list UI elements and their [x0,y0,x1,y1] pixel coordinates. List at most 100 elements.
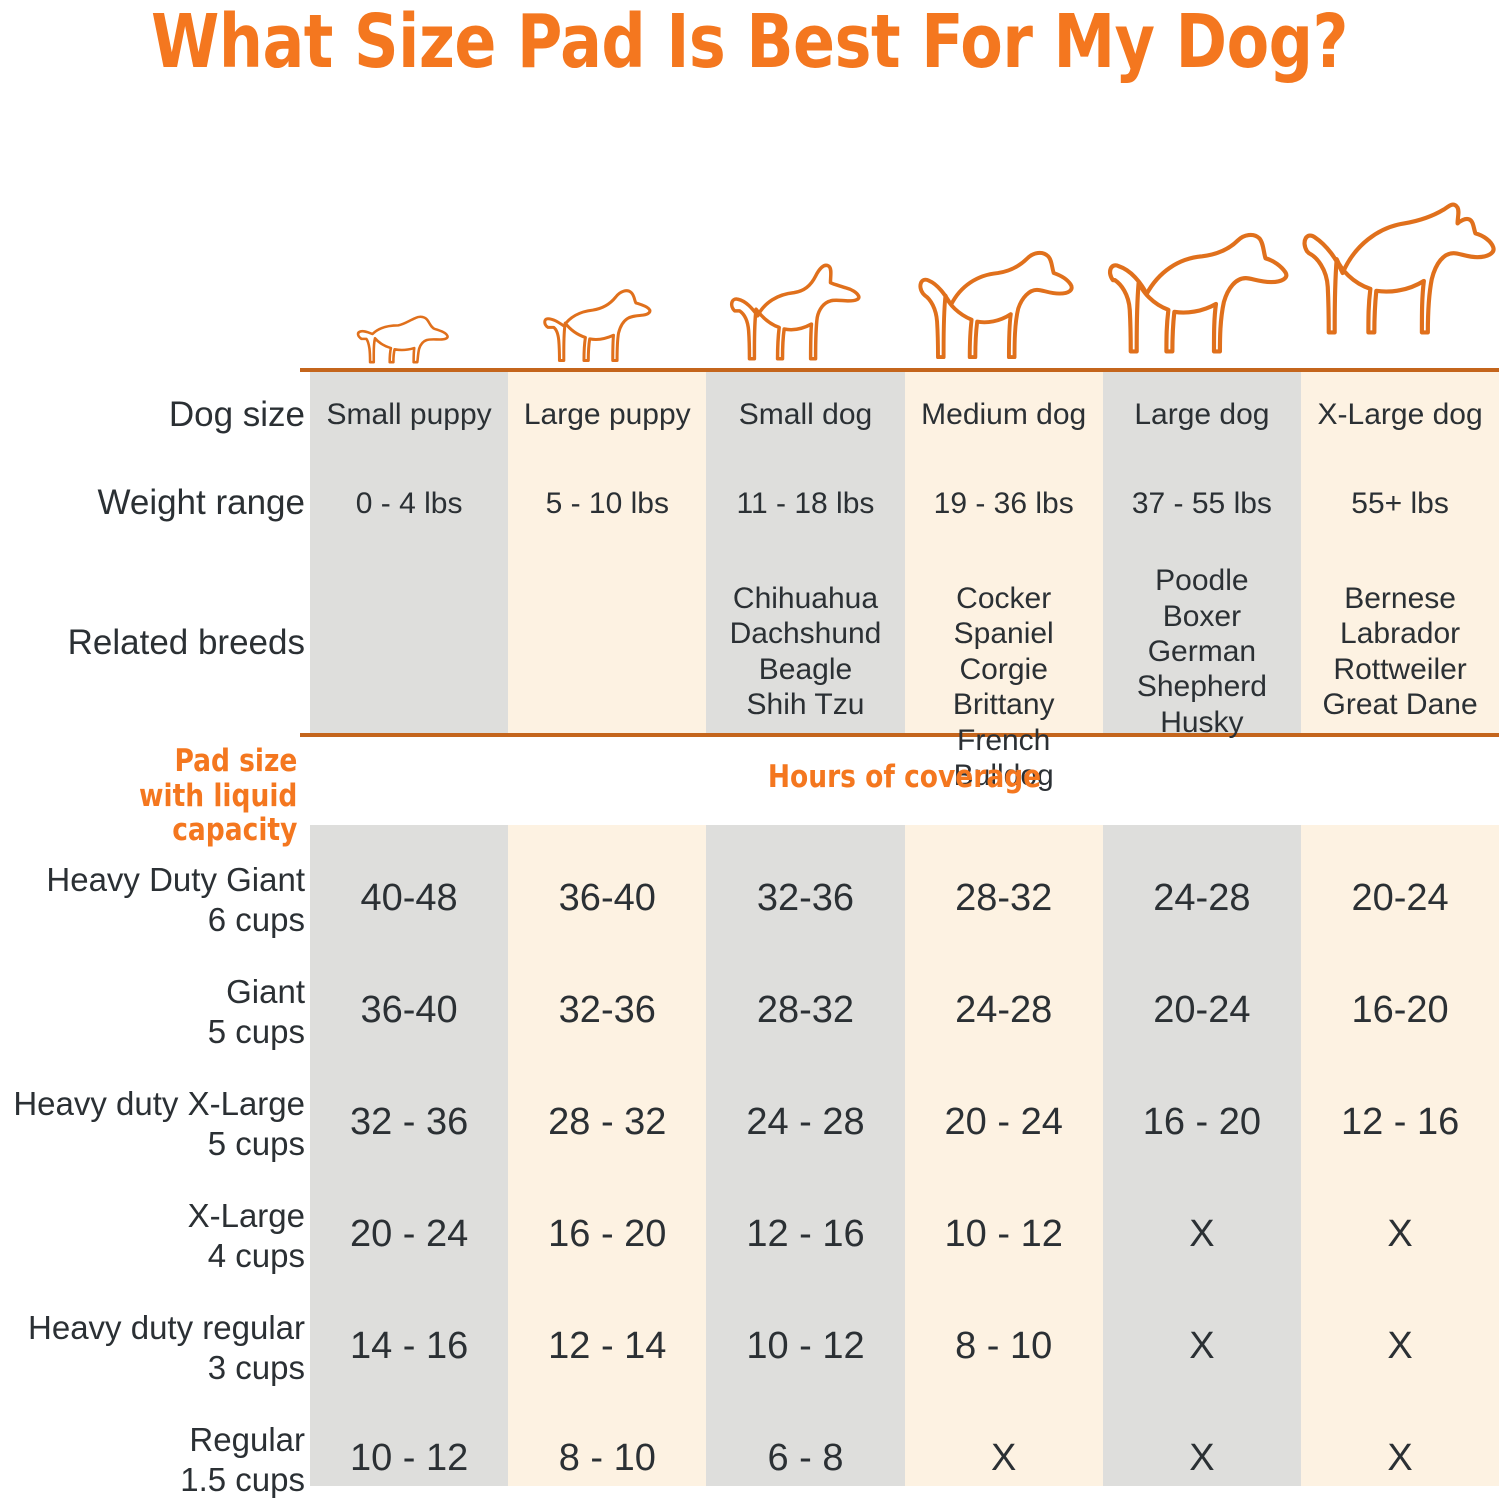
column-band-upper-large-puppy [508,372,707,733]
breed-line: Dachshund [729,617,882,651]
breed-line: German [1147,635,1257,669]
coverage-cell-r1-c0: 36-40 [360,989,458,1031]
breed-line: Chihuahua [732,582,879,615]
breed-line: Poodle [1155,564,1249,598]
related-breeds-value-small-dog: Chihuahua Dachshund Beagle Shih Tzu [706,581,904,723]
weight-range-value-x-large-dog: 55+ lbs [1351,487,1449,520]
breed-line: Cocker Spaniel [953,582,1054,651]
coverage-cell-r3-c0: 20 - 24 [349,1213,469,1255]
coverage-cell-r3-c1: 16 - 20 [548,1213,667,1255]
dog-size-value-medium-dog: Medium dog [921,398,1087,431]
coverage-cell-r3-c3: 10 - 12 [944,1213,1063,1255]
pad-capacity: 6 cups [207,901,305,939]
weight-range-value-large-dog: 37 - 55 lbs [1131,487,1272,520]
pad-row-label-3: X-Large 4 cups [188,1196,305,1277]
pad-name: Heavy duty X-Large [13,1085,305,1122]
coverage-cell-r2-c3: 20 - 24 [944,1101,1063,1143]
column-band-upper-small-puppy [310,372,509,733]
related-breeds-value-large-dog: Poodle Boxer German Shepherd Husky [1103,563,1301,740]
pad-name: X-Large [187,1197,305,1234]
coverage-cell-r5-c3: X [991,1437,1017,1479]
dog-silhouette-strip [310,160,1499,372]
dog-silhouette-small-dog-icon [706,248,904,372]
pad-capacity: 5 cups [207,1125,305,1163]
pad-row-label-1: Giant 5 cups [208,972,305,1053]
coverage-cell-r0-c2: 32-36 [756,877,855,919]
pad-size-label-line2: with liquid capacity [139,777,298,849]
column-band-lower-x-large-dog [1301,825,1499,1486]
weight-range-value-medium-dog: 19 - 36 lbs [933,487,1074,520]
weight-range-value-small-puppy: 0 - 4 lbs [355,487,463,520]
hours-of-coverage-label: Hours of coverage [767,759,1042,795]
pad-row-label-5: Regular 1.5 cups [180,1420,305,1501]
column-band-lower-small-dog [706,825,905,1486]
pad-size-section-label: Pad size with liquid capacity [8,743,298,849]
coverage-cell-r1-c2: 28-32 [756,989,855,1031]
dog-silhouette-large-dog-icon [1103,214,1301,372]
column-band-lower-medium-dog [904,825,1103,1486]
pad-name: Giant [226,973,305,1010]
divider-middle [300,733,1499,737]
related-breeds-value-x-large-dog: Bernese Labrador Rottweiler Great Dane [1301,581,1499,723]
coverage-cell-r0-c3: 28-32 [955,877,1053,919]
pad-size-label-line1: Pad size [174,743,298,779]
column-band-lower-large-dog [1102,825,1301,1486]
breed-line: Great Dane [1322,688,1478,722]
coverage-cell-r5-c2: 6 - 8 [767,1437,844,1479]
pad-row-label-0: Heavy Duty Giant 6 cups [46,860,305,941]
breed-line: Husky [1160,705,1244,739]
pad-name: Heavy duty regular [28,1309,305,1346]
breed-line: French Bulldog [953,723,1054,792]
coverage-cell-r3-c4: X [1189,1213,1215,1255]
breed-line: Brittany [952,688,1055,722]
coverage-cell-r2-c2: 24 - 28 [746,1101,865,1143]
breed-line: Labrador [1340,617,1461,651]
coverage-cell-r3-c2: 12 - 16 [746,1213,865,1255]
coverage-cell-r1-c3: 24-28 [955,989,1053,1031]
weight-range-value-large-puppy: 5 - 10 lbs [545,487,669,520]
coverage-cell-r5-c5: X [1387,1437,1413,1479]
column-band-lower-small-puppy [310,825,509,1486]
breed-line: Shepherd [1136,670,1267,704]
pad-name: Heavy Duty Giant [46,861,305,898]
coverage-cell-r0-c1: 36-40 [558,877,656,919]
coverage-cell-r4-c0: 14 - 16 [349,1325,469,1367]
pad-capacity: 3 cups [207,1349,305,1387]
divider-top [300,368,1499,372]
dog-size-value-small-puppy: Small puppy [326,398,492,431]
pad-capacity: 4 cups [207,1237,305,1275]
coverage-cell-r4-c5: X [1387,1325,1413,1367]
dog-size-value-large-dog: Large dog [1134,398,1270,431]
row-header-dog-size: Dog size [168,395,305,434]
dog-size-value-small-dog: Small dog [738,398,873,431]
dog-silhouette-large-puppy-icon [508,264,706,372]
coverage-cell-r2-c0: 32 - 36 [349,1101,469,1143]
coverage-cell-r4-c4: X [1189,1325,1215,1367]
breed-line: Boxer [1162,599,1242,633]
coverage-cell-r5-c4: X [1189,1437,1215,1479]
coverage-cell-r2-c5: 12 - 16 [1340,1101,1460,1143]
row-header-related-breeds: Related breeds [67,623,305,662]
column-band-upper-x-large-dog [1301,372,1499,733]
pad-capacity: 5 cups [207,1013,305,1051]
coverage-cell-r1-c1: 32-36 [558,989,656,1031]
page-title: What Size Pad Is Best For My Dog? [151,0,1348,85]
coverage-cell-r4-c2: 10 - 12 [746,1325,865,1367]
breed-line: Shih Tzu [746,688,865,722]
pad-row-label-4: Heavy duty regular 3 cups [28,1308,305,1389]
pad-name: Regular [189,1421,305,1458]
coverage-cell-r0-c5: 20-24 [1351,877,1449,919]
coverage-cell-r0-c4: 24-28 [1153,877,1251,919]
dog-silhouette-medium-dog-icon [905,232,1103,372]
column-band-upper-small-dog [706,372,905,733]
coverage-cell-r1-c5: 16-20 [1351,989,1449,1031]
breed-line: Beagle [758,652,853,686]
coverage-cell-r5-c1: 8 - 10 [558,1437,656,1479]
coverage-cell-r0-c0: 40-48 [360,877,458,919]
coverage-cell-r2-c4: 16 - 20 [1142,1101,1262,1143]
coverage-cell-r1-c4: 20-24 [1153,989,1251,1031]
breed-line: Rottweiler [1333,652,1467,686]
related-breeds-value-medium-dog: Cocker Spaniel Corgie Brittany French Bulld… [905,581,1103,793]
dog-size-value-large-puppy: Large puppy [523,398,691,431]
breed-line: Bernese [1344,582,1456,615]
